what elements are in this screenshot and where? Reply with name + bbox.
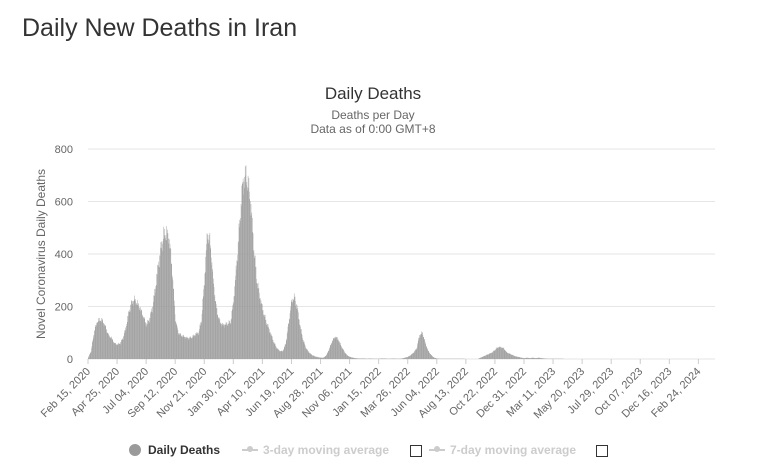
3-day-average-checkbox[interactable] bbox=[410, 445, 422, 457]
gridlines bbox=[88, 148, 715, 360]
chart-subtitle: Deaths per Day bbox=[331, 108, 414, 122]
y-axis-ticks: 0 200 400 600 800 bbox=[55, 144, 73, 366]
legend-label: 3-day moving average bbox=[263, 443, 390, 457]
y-tick-label: 0 bbox=[67, 354, 73, 366]
chart: Daily Deaths Deaths per Day Data as of 0… bbox=[34, 84, 715, 421]
chart-title: Daily Deaths bbox=[325, 84, 421, 103]
chart-data-date: Data as of 0:00 GMT+8 bbox=[310, 122, 435, 136]
7-day-average-checkbox[interactable] bbox=[596, 445, 608, 457]
legend-item-daily-deaths[interactable]: Daily Deaths bbox=[129, 440, 220, 460]
line-marker-icon bbox=[429, 446, 445, 452]
line-marker-icon bbox=[242, 446, 258, 452]
y-tick-label: 400 bbox=[55, 249, 73, 261]
legend: Daily Deaths 3-day moving average 7-day … bbox=[0, 440, 763, 462]
y-axis-label: Novel Coronavirus Daily Deaths bbox=[34, 169, 48, 339]
legend-item-7-day-average[interactable]: 7-day moving average bbox=[429, 440, 576, 460]
legend-item-3-day-average[interactable]: 3-day moving average bbox=[242, 440, 389, 460]
legend-label: 7-day moving average bbox=[450, 443, 577, 457]
legend-label: Daily Deaths bbox=[148, 443, 221, 457]
y-tick-label: 200 bbox=[55, 302, 73, 314]
x-tick-label: Feb 15, 2020 bbox=[39, 366, 93, 420]
circle-marker-icon bbox=[129, 444, 141, 456]
y-tick-label: 800 bbox=[55, 144, 73, 156]
y-tick-label: 600 bbox=[55, 197, 73, 209]
bars bbox=[88, 165, 565, 359]
page-title: Daily New Deaths in Iran bbox=[22, 14, 298, 42]
